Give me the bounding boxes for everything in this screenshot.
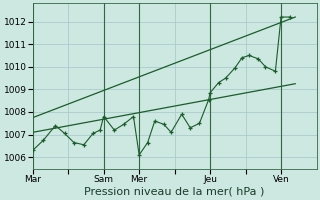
X-axis label: Pression niveau de la mer( hPa ): Pression niveau de la mer( hPa ) xyxy=(84,187,265,197)
